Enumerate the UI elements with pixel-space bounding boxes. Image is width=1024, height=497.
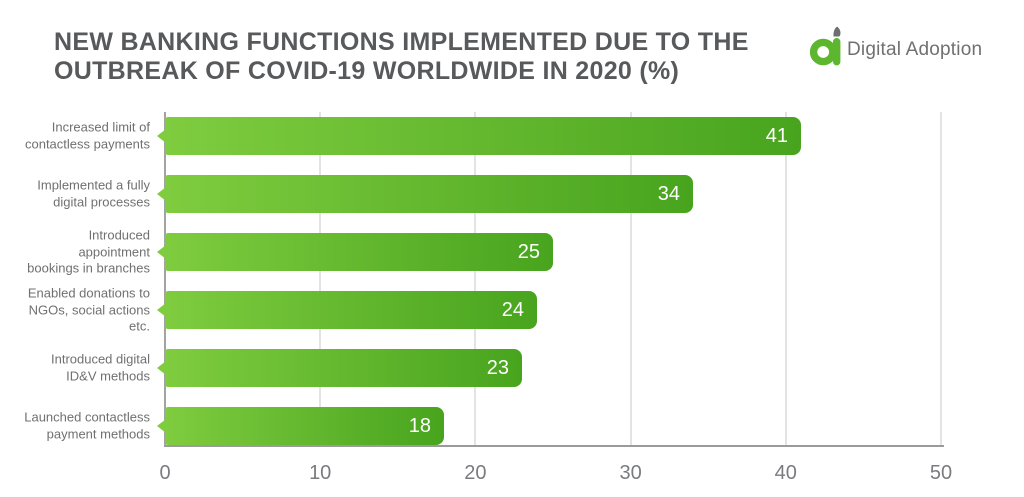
bar-25: 25 [165, 233, 553, 271]
logo-text: Digital Adoption [847, 39, 983, 60]
category-label: Introduced appointment bookings in branc… [27, 227, 150, 276]
bar-41: 41 [165, 117, 801, 155]
bar-value-label: 24 [501, 298, 524, 321]
category-label: Implemented a fully digital processes [37, 177, 150, 210]
chart-title-line-1: NEW BANKING FUNCTIONS IMPLEMENTED DUE TO… [54, 28, 749, 56]
bar-23: 23 [165, 349, 522, 387]
category-label: Increased limit of contactless payments [24, 119, 150, 152]
y-axis-line [164, 112, 166, 445]
digital-adoption-logo: Digital Adoption [810, 24, 982, 66]
bar-value-label: 25 [517, 240, 540, 263]
category-label: Enabled donations to NGOs, social action… [27, 285, 150, 334]
x-tick-label-20: 20 [464, 462, 487, 484]
bar-value-label: 34 [657, 182, 680, 205]
gridline-30 [629, 112, 632, 445]
logo-a-stem [833, 38, 841, 66]
bar-value-label: 41 [765, 124, 788, 147]
x-tick-label-40: 40 [774, 462, 797, 484]
gridline-20 [474, 112, 477, 445]
category-label: Launched contactless payment methods [24, 409, 150, 442]
bar-value-label: 18 [408, 414, 431, 437]
x-axis-line [164, 445, 944, 447]
x-tick-label-50: 50 [929, 462, 953, 484]
x-tick-label-10: 10 [309, 462, 332, 484]
logo-a-ring [810, 38, 837, 66]
logo-leaf-shape [833, 26, 841, 37]
chart-title: NEW BANKING FUNCTIONS IMPLEMENTED DUE TO… [54, 28, 754, 86]
bar-24: 24 [165, 291, 537, 329]
bar-34: 34 [165, 175, 693, 213]
gridline-10 [319, 112, 322, 445]
bar-value-label: 23 [486, 356, 509, 379]
gridline-40 [784, 112, 787, 445]
category-label: Introduced digital ID&V methods [50, 351, 150, 384]
bar-18: 18 [165, 407, 444, 445]
gridline-50 [940, 112, 942, 445]
chart-title-line-2: OUTBREAK OF COVID-19 WORLDWIDE IN 2020 (… [54, 57, 680, 85]
x-tick-label-0: 0 [159, 462, 171, 484]
digital-adoption-logo-icon [810, 26, 841, 66]
x-tick-label-30: 30 [619, 462, 642, 484]
